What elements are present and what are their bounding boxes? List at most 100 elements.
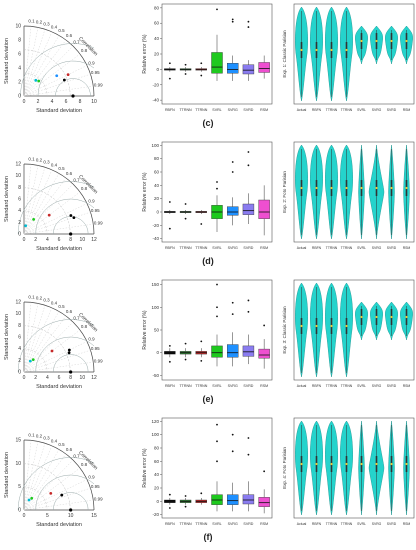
violin-x-tick-label: Actual [297, 246, 307, 250]
box-x-tick-label: RBFN [165, 246, 175, 250]
taylor-corr-ray [23, 307, 53, 373]
taylor-model-point [34, 78, 38, 82]
box-outlier [247, 437, 250, 439]
panel-label: (f) [203, 532, 213, 542]
taylor-model-point [67, 351, 71, 355]
taylor-y-tick: 4 [18, 66, 21, 72]
box-body [211, 345, 223, 358]
violin-x-tick-label: TTRNN [326, 384, 338, 388]
violin-median-point [360, 39, 363, 43]
taylor-model-point [50, 349, 54, 353]
taylor-x-tick: 8 [69, 237, 72, 243]
taylor-corr-ray [23, 173, 60, 235]
taylor-rms-arc [52, 354, 89, 373]
taylor-sd-arc [23, 210, 48, 235]
taylor-model-point [30, 496, 34, 500]
box-x-tick-label: RBFN [165, 384, 175, 388]
box-body [242, 203, 255, 215]
taylor-x-title: Standard deviation [36, 522, 82, 528]
violin-x-tick-label: SVRG [372, 108, 382, 112]
violin-y-label: Exp. 3: Classic Parisian [282, 306, 287, 354]
box-y-tick-label: 0 [156, 350, 159, 355]
taylor-y-tick: 6 [18, 52, 21, 58]
taylor-corr-label: 0.3 [43, 436, 50, 441]
taylor-model-point [66, 73, 70, 77]
violin-x-tick-label: Actual [297, 522, 307, 526]
taylor-corr-ray [23, 211, 91, 235]
box-outlier [216, 8, 218, 11]
taylor-y-title: Standard deviation [4, 38, 10, 84]
box-outlier [184, 358, 187, 361]
box-outlier [216, 315, 218, 318]
taylor-model-point [28, 359, 32, 363]
violin-x-tick-label: TTRNN [326, 522, 338, 526]
taylor-corr-ray [23, 305, 46, 373]
violin-median-point [375, 462, 378, 466]
taylor-y-tick: 6 [18, 335, 21, 341]
taylor-rms-arc [52, 492, 89, 511]
violin-frame [293, 279, 415, 381]
violin-x-tick-label: Actual [297, 108, 307, 112]
box-outlier [263, 470, 266, 473]
taylor-corr-label: 0.8 [81, 324, 88, 329]
taylor-x-tick: 2 [34, 375, 37, 381]
taylor-y-tick: 8 [18, 185, 21, 191]
taylor-y-tick: 12 [15, 300, 21, 306]
box-y-tick-label: -20 [152, 82, 159, 87]
taylor-corr-ray [23, 191, 81, 235]
taylor-y-tick: 2 [18, 80, 21, 86]
taylor-corr-ray [23, 499, 94, 511]
taylor-diagram: 0.1 0.2 0.30.40.50.60.70.80.90.950.99Corre… [4, 433, 103, 528]
box-plot: -50 0 50 100 150 Relative error (%) RBFN TTRNN T… [142, 279, 273, 388]
box-y-tick-label: -20 [152, 223, 159, 228]
taylor-model-point [31, 358, 35, 362]
taylor-corr-label: 0.1 [28, 19, 35, 24]
box-x-tick-label: SVRL [212, 522, 221, 526]
violin-y-label: Exp. 2: Foto Parisian [282, 171, 287, 213]
taylor-corr-ray [23, 315, 67, 373]
taylor-rms-arc [20, 43, 95, 97]
taylor-y-title: Standard deviation [4, 176, 10, 222]
taylor-diagram: 0.1 0.2 0.30.40.50.60.70.80.90.950.99Corre… [4, 295, 103, 390]
violin-x-tick-label: SVRG [372, 522, 382, 526]
taylor-outer-arc [23, 439, 95, 511]
taylor-corr-label: 0.9 [88, 474, 95, 479]
taylor-corr-ray [23, 27, 39, 97]
box-outlier [200, 223, 203, 225]
taylor-corr-ray [23, 169, 53, 235]
box-outlier [216, 181, 218, 183]
box-y-label: Relative error (%) [142, 448, 148, 488]
box-x-tick-label: SVRD [243, 246, 253, 250]
violin-median-point [360, 315, 363, 319]
taylor-corr-ray [23, 45, 74, 97]
violin-x-tick-label: TTRNN [341, 384, 353, 388]
box-outlier [200, 492, 203, 495]
taylor-model-point [69, 214, 73, 217]
box-x-tick-label: RBFN [165, 522, 175, 526]
box-body [242, 345, 255, 357]
box-x-tick-label: TTRNN [195, 246, 208, 250]
taylor-sd-arc [23, 348, 48, 373]
taylor-corr-label: 0.8 [81, 48, 88, 53]
violin-median-point [390, 39, 393, 43]
taylor-corr-label: 0.5 [58, 28, 65, 33]
taylor-corr-label: 0.7 [73, 316, 80, 321]
taylor-y-tick: 4 [18, 346, 21, 352]
box-outlier [168, 201, 171, 203]
violin-x-tick-label: SVRL [357, 108, 366, 112]
taylor-x-tick: 12 [91, 237, 97, 243]
taylor-y-tick: 12 [15, 162, 21, 168]
taylor-x-tick: 4 [51, 99, 54, 105]
taylor-x-tick: 6 [65, 99, 68, 105]
taylor-corr-label: 0.8 [81, 462, 88, 467]
violin-x-tick-label: RBFN [312, 246, 322, 250]
box-y-label: Relative error (%) [142, 310, 148, 350]
taylor-model-point [67, 348, 71, 352]
box-outlier [200, 340, 203, 343]
violin-y-label: Exp. 4: Foto Parisian [282, 447, 287, 489]
taylor-corr-label: 0.99 [94, 83, 103, 88]
taylor-x-tick: 0 [23, 513, 26, 519]
violin-x-tick-label: RSM [403, 246, 411, 250]
taylor-corr-ray [23, 441, 39, 511]
violin-median-point [360, 462, 363, 466]
